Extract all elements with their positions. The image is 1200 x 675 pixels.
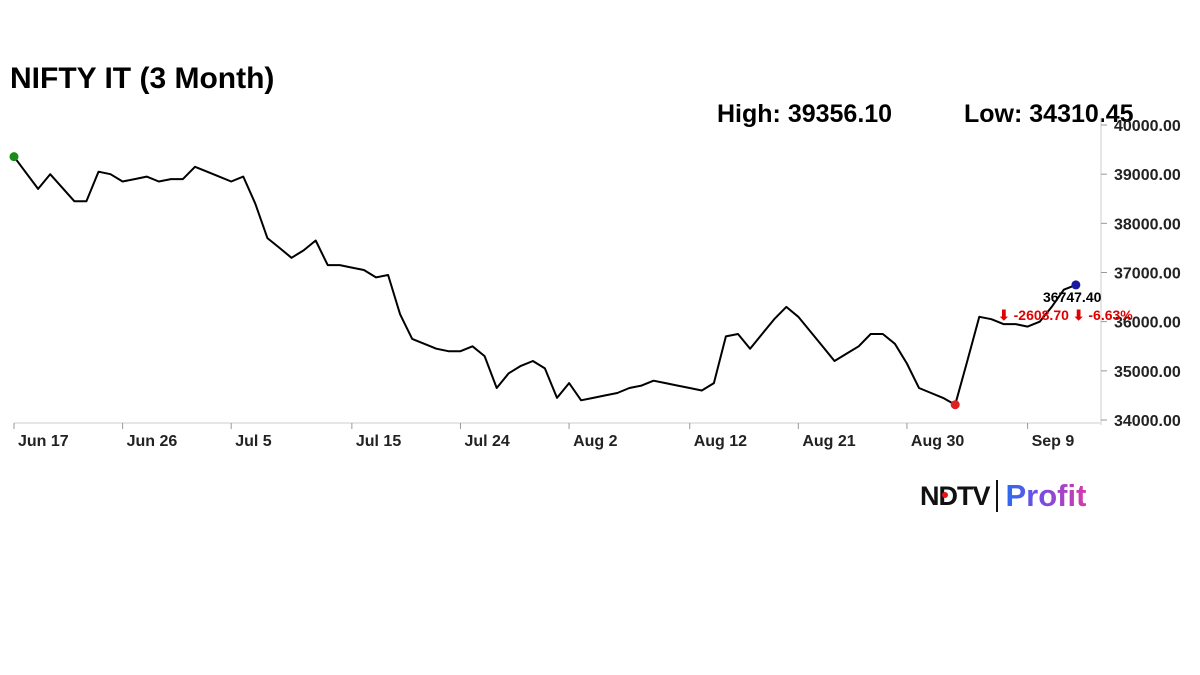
y-tick-label: 38000.00: [1114, 216, 1181, 233]
logo-profit: Profit: [1005, 478, 1087, 513]
x-tick-label: Aug 12: [694, 433, 747, 450]
change-label: ⬇ -2608.70 ⬇ -6.63%: [998, 307, 1133, 323]
ndtv-profit-logo: NDTV Profit: [920, 478, 1086, 514]
x-tick-label: Jun 26: [127, 433, 178, 450]
x-tick-label: Jun 17: [18, 433, 69, 450]
high-value: High: 39356.10: [717, 100, 893, 128]
y-tick-label: 36000.00: [1114, 315, 1181, 332]
y-tick-label: 34000.00: [1114, 413, 1181, 430]
chart-title: NIFTY IT (3 Month): [10, 62, 275, 95]
logo-dot: [942, 492, 948, 498]
x-axis-ticks: Jun 17 Jun 26 Jul 5 Jul 15 Jul 24 Aug 2 Aug 12…: [13, 423, 1075, 450]
y-tick-label: 40000.00: [1114, 118, 1181, 135]
logo-divider: [995, 480, 998, 512]
y-tick-label: 35000.00: [1114, 364, 1181, 381]
x-tick-label: Sep 9: [1032, 433, 1075, 450]
logo-ndtv: NDTV: [920, 480, 990, 511]
x-tick-label: Jul 15: [356, 433, 401, 450]
y-tick-label: 39000.00: [1114, 167, 1181, 184]
start-marker: [9, 152, 19, 162]
x-tick-label: Aug 21: [802, 433, 855, 450]
x-tick-label: Jul 5: [235, 433, 272, 450]
price-line: [13, 156, 1077, 406]
last-marker: [1071, 280, 1081, 290]
x-tick-label: Aug 2: [573, 433, 618, 450]
x-tick-label: Jul 24: [464, 433, 509, 450]
y-tick-label: 37000.00: [1114, 266, 1181, 283]
y-axis-ticks: 34000.00 35000.00 36000.00 37000.00 38000.00…: [1101, 118, 1181, 430]
x-tick-label: Aug 30: [911, 433, 964, 450]
line-markers: [9, 152, 1081, 410]
low-marker: [950, 400, 960, 410]
low-value: Low: 34310.45: [964, 100, 1134, 128]
last-value-label: 36747.40: [1043, 289, 1102, 305]
